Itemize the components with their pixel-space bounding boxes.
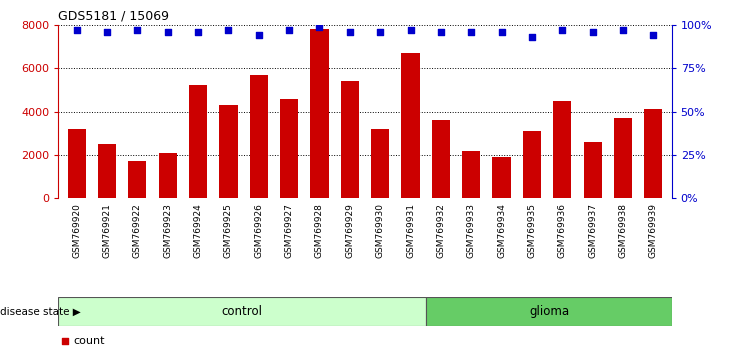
Bar [310, 29, 328, 198]
Point [71, 27, 82, 33]
Bar [341, 81, 359, 198]
Text: GSM769937: GSM769937 [588, 203, 597, 258]
Point [344, 29, 356, 35]
Text: GSM769935: GSM769935 [528, 203, 537, 258]
Bar [128, 161, 147, 198]
Text: GSM769923: GSM769923 [164, 203, 172, 258]
Bar [523, 131, 541, 198]
Bar [158, 153, 177, 198]
Text: GSM769929: GSM769929 [345, 203, 354, 258]
Text: GSM769939: GSM769939 [649, 203, 658, 258]
Point [101, 29, 113, 35]
Point [587, 29, 599, 35]
Bar [219, 105, 237, 198]
Bar [553, 101, 572, 198]
Text: GSM769936: GSM769936 [558, 203, 566, 258]
Bar [614, 118, 632, 198]
Text: GSM769921: GSM769921 [102, 203, 112, 258]
Point [415, 245, 426, 251]
Point [314, 24, 326, 29]
Text: GSM769934: GSM769934 [497, 203, 506, 258]
Point [415, 36, 426, 41]
Text: count: count [74, 336, 105, 346]
Point [617, 27, 629, 33]
Bar [462, 150, 480, 198]
Bar [431, 120, 450, 198]
Text: GDS5181 / 15069: GDS5181 / 15069 [58, 9, 169, 22]
Bar [98, 144, 116, 198]
Bar [250, 75, 268, 198]
Text: GSM769930: GSM769930 [376, 203, 385, 258]
Point [131, 27, 143, 33]
Point [404, 27, 416, 33]
Text: glioma: glioma [529, 305, 569, 318]
Point [223, 27, 234, 33]
Bar [583, 142, 602, 198]
Text: GSM769938: GSM769938 [618, 203, 628, 258]
Text: GSM769926: GSM769926 [254, 203, 264, 258]
Bar [645, 109, 663, 198]
Text: GSM769924: GSM769924 [193, 203, 202, 258]
Bar [371, 129, 389, 198]
Point [374, 29, 386, 35]
Text: GSM769928: GSM769928 [315, 203, 324, 258]
Text: GSM769922: GSM769922 [133, 203, 142, 258]
Bar [402, 53, 420, 198]
Bar [280, 98, 299, 198]
Point [283, 27, 295, 33]
Text: GSM769932: GSM769932 [437, 203, 445, 258]
Text: disease state ▶: disease state ▶ [0, 307, 81, 316]
Point [192, 29, 204, 35]
Point [162, 29, 174, 35]
Bar [189, 85, 207, 198]
Point [648, 32, 659, 38]
Text: GSM769931: GSM769931 [406, 203, 415, 258]
Bar [426, 297, 672, 326]
Point [496, 29, 507, 35]
Bar [493, 157, 511, 198]
Point [526, 34, 538, 40]
Text: GSM769927: GSM769927 [285, 203, 293, 258]
Text: GSM769933: GSM769933 [466, 203, 476, 258]
Text: GSM769920: GSM769920 [72, 203, 81, 258]
Bar [67, 129, 85, 198]
Point [556, 27, 568, 33]
Point [435, 29, 447, 35]
Text: control: control [222, 305, 263, 318]
Point [466, 29, 477, 35]
Bar [58, 297, 426, 326]
Point [253, 32, 264, 38]
Text: GSM769925: GSM769925 [224, 203, 233, 258]
